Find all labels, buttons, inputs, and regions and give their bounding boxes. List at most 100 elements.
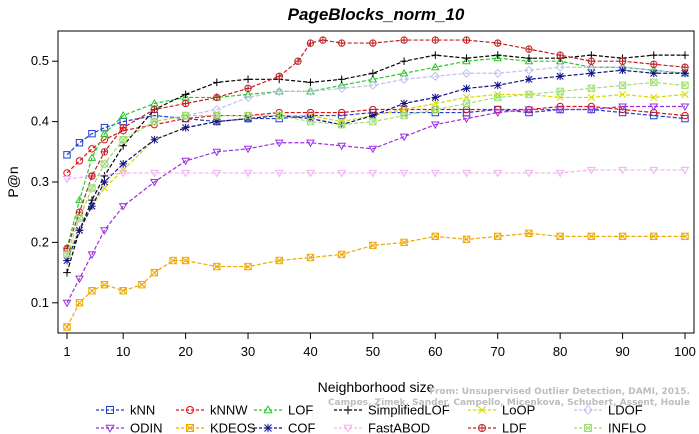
data-point-simplifiedlof bbox=[244, 75, 252, 84]
legend-marker-ldf bbox=[478, 424, 486, 432]
data-point-loop bbox=[587, 93, 595, 101]
data-point-knnw bbox=[618, 105, 627, 114]
data-point-simplifiedlof bbox=[525, 54, 533, 63]
legend-label-loop: LoOP bbox=[502, 403, 535, 418]
legend-marker-kdeos bbox=[186, 424, 194, 432]
data-point-inflo bbox=[75, 214, 84, 222]
data-point-simplifiedlof bbox=[400, 57, 408, 66]
data-point-knnw bbox=[88, 145, 96, 153]
plot-frame bbox=[57, 30, 695, 334]
data-point-kdeos bbox=[587, 232, 596, 241]
data-point-inflo bbox=[181, 111, 190, 120]
data-point-inflo bbox=[462, 99, 471, 108]
y-tick-label: 0.2 bbox=[31, 234, 49, 249]
legend-marker-knn bbox=[106, 406, 114, 414]
data-point-fastabod bbox=[680, 166, 690, 175]
data-point-knn bbox=[63, 151, 71, 159]
data-point-fastabod bbox=[306, 169, 315, 178]
legend-item-kdeos: KDEOS bbox=[176, 421, 256, 434]
data-point-lof bbox=[87, 153, 97, 161]
legend-label-kdeos: KDEOS bbox=[210, 421, 256, 434]
data-point-knn bbox=[88, 129, 96, 138]
data-point-ldof bbox=[212, 104, 222, 115]
data-point-odin bbox=[618, 103, 627, 112]
data-point-kdeos bbox=[369, 241, 377, 250]
data-point-ldof bbox=[305, 86, 316, 96]
data-point-kdeos bbox=[100, 280, 109, 289]
legend-marker-ldof bbox=[583, 405, 593, 415]
data-point-odin bbox=[399, 133, 409, 142]
data-point-fastabod bbox=[368, 169, 378, 178]
legend-marker-inflo bbox=[584, 424, 592, 432]
data-point-loop bbox=[556, 93, 564, 101]
legend-item-odin: ODIN bbox=[96, 421, 163, 434]
data-point-simplifiedlof bbox=[63, 268, 71, 277]
y-tick-label: 0.5 bbox=[31, 53, 49, 68]
data-point-kdeos bbox=[244, 262, 252, 271]
data-point-inflo bbox=[337, 120, 346, 129]
data-point-odin bbox=[62, 299, 72, 308]
legend-item-knnw: kNNW bbox=[176, 403, 248, 418]
data-point-ldf bbox=[100, 148, 109, 156]
data-point-lof bbox=[243, 89, 253, 98]
data-point-ldof bbox=[74, 213, 85, 223]
x-axis-label: Neighborhood size bbox=[318, 379, 435, 395]
legend-label-simplifiedlof: SimplifiedLOF bbox=[368, 403, 450, 418]
series-line-knn bbox=[66, 108, 686, 156]
data-point-knn bbox=[681, 114, 689, 123]
data-point-inflo bbox=[213, 111, 221, 120]
y-tick-label: 0.3 bbox=[31, 174, 49, 189]
data-point-ldof bbox=[368, 80, 378, 90]
data-point-loop bbox=[400, 105, 408, 114]
data-point-ldf bbox=[400, 36, 408, 44]
data-point-simplifiedlof bbox=[681, 51, 689, 59]
data-point-ldf bbox=[431, 36, 440, 44]
data-point-simplifiedlof bbox=[431, 51, 440, 59]
data-point-ldof bbox=[555, 62, 565, 72]
data-point-loop bbox=[431, 99, 439, 108]
data-point-ldf bbox=[306, 39, 315, 47]
data-point-ldf bbox=[244, 84, 252, 93]
data-point-odin bbox=[462, 115, 471, 124]
data-point-fastabod bbox=[493, 169, 503, 178]
data-point-fastabod bbox=[555, 169, 565, 178]
data-point-inflo bbox=[275, 111, 283, 120]
data-point-ldf bbox=[681, 63, 689, 71]
data-point-ldf bbox=[462, 36, 471, 44]
data-point-inflo bbox=[369, 117, 377, 126]
data-point-odin bbox=[274, 139, 284, 148]
legend-marker-knnw bbox=[186, 406, 194, 414]
data-point-lof bbox=[430, 62, 440, 71]
data-point-kdeos bbox=[400, 238, 408, 247]
data-point-kdeos bbox=[681, 232, 689, 241]
series-inflo bbox=[63, 78, 689, 259]
data-point-loop bbox=[681, 90, 689, 98]
legend-label-ldof: LDOF bbox=[608, 403, 643, 418]
data-point-odin bbox=[75, 275, 84, 284]
data-point-inflo bbox=[400, 111, 408, 120]
data-point-inflo bbox=[494, 93, 502, 102]
data-point-ldf bbox=[319, 36, 327, 44]
legend-label-knnw: kNNW bbox=[210, 403, 248, 418]
data-point-fastabod bbox=[181, 169, 190, 178]
data-point-fastabod bbox=[649, 166, 659, 175]
data-point-odin bbox=[87, 251, 97, 259]
data-point-inflo bbox=[431, 105, 440, 114]
data-point-cof bbox=[462, 84, 471, 93]
legend-label-knn: kNN bbox=[130, 403, 155, 418]
data-point-ldof bbox=[430, 71, 440, 81]
legend-marker-loop bbox=[478, 406, 486, 414]
data-point-knnw bbox=[337, 108, 346, 117]
data-point-fastabod bbox=[337, 169, 347, 178]
data-point-ldf bbox=[275, 72, 283, 81]
watermark-line-2: Campos, Zimek, Sander, Campello, Micenko… bbox=[328, 398, 690, 408]
data-point-ldf bbox=[525, 45, 533, 53]
series-line-ldf bbox=[66, 39, 686, 249]
data-point-simplifiedlof bbox=[369, 69, 377, 78]
legend-marker-odin bbox=[105, 424, 115, 433]
data-point-ldof bbox=[149, 117, 159, 127]
data-point-lof bbox=[524, 56, 534, 65]
data-point-inflo bbox=[306, 117, 315, 126]
x-tick-label: 30 bbox=[241, 344, 255, 359]
data-point-kdeos bbox=[462, 235, 471, 244]
